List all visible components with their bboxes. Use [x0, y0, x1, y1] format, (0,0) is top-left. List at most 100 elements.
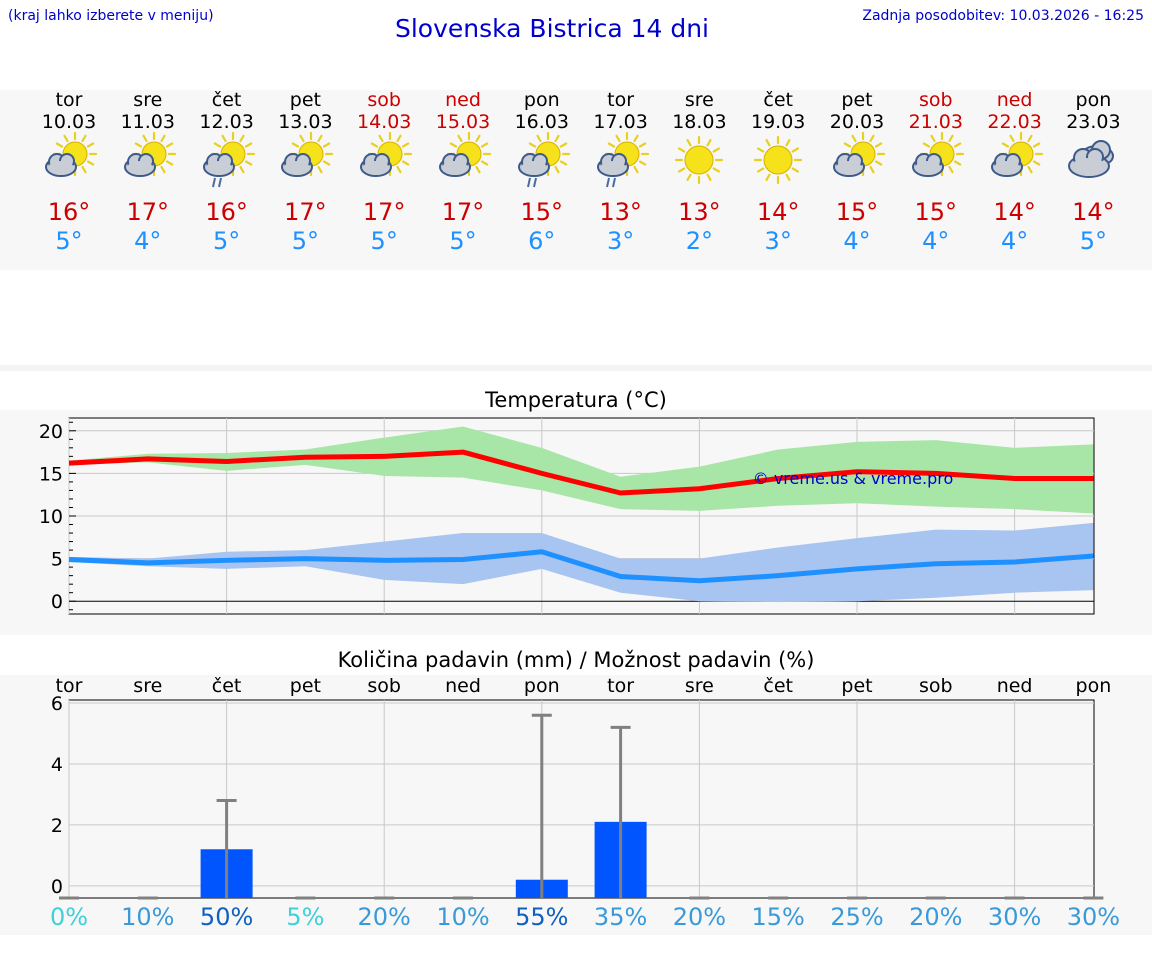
temp-min: 3°	[764, 227, 792, 255]
precip-probability: 50%	[199, 903, 254, 931]
precip-day-label: čet	[211, 675, 242, 697]
temp-max: 16°	[205, 198, 248, 226]
precip-day-label: sre	[133, 675, 163, 697]
day-date: 21.03	[908, 111, 963, 133]
precip-probability: 20%	[357, 903, 411, 931]
sun-cloud-icon	[983, 131, 1047, 190]
forecast-band	[0, 90, 1152, 270]
day-date: 18.03	[672, 111, 727, 133]
precip-probability: 15%	[751, 903, 805, 931]
precip-chart-title: Količina padavin (mm) / Možnost padavin …	[337, 648, 815, 672]
watermark: © vreme.us & vreme.pro	[753, 469, 954, 488]
sun-icon	[667, 134, 731, 190]
sun-cloud-icon	[116, 131, 180, 190]
temp-min: 5°	[370, 227, 398, 255]
sun-cloud-rain-icon	[589, 131, 653, 190]
precip-probability: 25%	[830, 903, 884, 931]
precip-probability: 10%	[436, 903, 490, 931]
sun-cloud-rain-icon	[510, 131, 574, 190]
temp-max: 13°	[678, 198, 721, 226]
day-name: sob	[367, 89, 401, 111]
day-name: tor	[607, 89, 635, 111]
day-date: 13.03	[278, 111, 333, 133]
sun-cloud-icon	[37, 131, 101, 190]
precip-day-label: sob	[367, 675, 401, 697]
day-date: 23.03	[1066, 111, 1121, 133]
day-date: 20.03	[829, 111, 885, 133]
spacer-band	[0, 365, 1152, 371]
page-title: Slovenska Bistrica 14 dni	[394, 14, 710, 43]
temp-ytick-label: 20	[39, 421, 63, 443]
precip-day-label: pon	[1075, 675, 1112, 697]
precip-day-label: tor	[607, 675, 635, 697]
day-date: 11.03	[120, 111, 175, 133]
precip-probability: 30%	[987, 903, 1042, 931]
temp-min: 3°	[606, 227, 635, 255]
day-date: 10.03	[41, 111, 97, 133]
day-date: 12.03	[199, 111, 254, 133]
sun-cloud-icon	[352, 131, 416, 190]
precip-probability: 55%	[515, 903, 569, 931]
temp-min: 5°	[212, 227, 241, 255]
temp-min: 4°	[134, 227, 162, 255]
temp-max: 17°	[441, 198, 485, 226]
min-temp-line	[68, 549, 1094, 584]
temp-max: 16°	[47, 198, 91, 226]
day-name: ned	[445, 89, 481, 111]
precip-day-label: tor	[55, 675, 83, 697]
sun-cloud-icon	[431, 131, 495, 190]
temp-max: 15°	[520, 198, 564, 226]
day-name: pon	[523, 89, 560, 111]
sun-icon	[746, 134, 810, 190]
temp-min: 2°	[685, 227, 714, 255]
temp-max: 14°	[993, 198, 1036, 226]
header-left-note: (kraj lahko izberete v meniju)	[8, 8, 214, 24]
precip-day-label: pet	[841, 675, 873, 697]
day-name: sre	[133, 89, 163, 111]
day-name: pon	[1075, 89, 1112, 111]
precip-day-label: sob	[919, 675, 953, 697]
temp-max: 14°	[1072, 198, 1115, 226]
precip-probability: 20%	[909, 903, 963, 931]
precip-day-label: ned	[996, 675, 1033, 697]
temp-max: 14°	[756, 198, 800, 226]
precip-probability: 35%	[593, 903, 648, 931]
day-name: pet	[841, 89, 873, 111]
precip-day-label: sre	[684, 675, 714, 697]
temp-max: 15°	[914, 198, 958, 226]
day-name: pet	[289, 89, 321, 111]
temperature-chart-title: Temperatura (°C)	[485, 388, 667, 412]
day-date: 15.03	[435, 111, 491, 133]
day-name: čet	[763, 89, 793, 111]
temp-min: 4°	[843, 227, 871, 255]
precip-probability: 20%	[672, 903, 727, 931]
precip-probability: 30%	[1066, 903, 1121, 931]
precip-day-label: pon	[523, 675, 560, 697]
day-date: 19.03	[750, 111, 806, 133]
temp-max: 15°	[835, 198, 879, 226]
sun-cloud-icon	[825, 131, 889, 190]
precip-probability: 10%	[121, 903, 175, 931]
max-temp-range-band	[69, 426, 1094, 514]
day-date: 22.03	[987, 111, 1042, 133]
temp-ytick-label: 0	[51, 591, 63, 613]
precip-ytick-label: 6	[51, 693, 63, 715]
temp-max: 17°	[284, 198, 327, 226]
precip-ytick-label: 4	[51, 754, 63, 776]
temp-max: 17°	[126, 198, 170, 226]
temp-ytick-label: 5	[51, 549, 63, 571]
temp-min: 5°	[291, 227, 320, 255]
precip-ytick-label: 0	[51, 876, 63, 898]
last-updated: Zadnja posodobitev: 10.03.2026 - 16:25	[862, 8, 1144, 24]
temp-max: 13°	[599, 198, 642, 226]
temp-min: 5°	[55, 227, 83, 255]
day-date: 17.03	[593, 111, 648, 133]
temp-min: 4°	[1000, 227, 1029, 255]
day-name: tor	[55, 89, 83, 111]
temp-min: 4°	[922, 227, 950, 255]
precip-day-label: pet	[289, 675, 321, 697]
temp-max: 17°	[362, 198, 406, 226]
day-date: 14.03	[356, 111, 412, 133]
